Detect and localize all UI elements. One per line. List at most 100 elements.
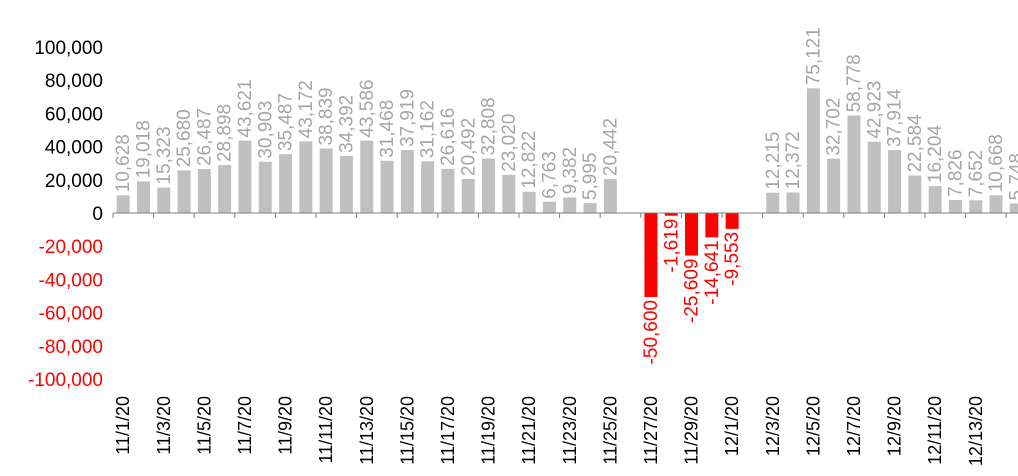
data-label: 5,748	[1006, 153, 1018, 201]
data-label: 15,323	[154, 126, 175, 184]
bar	[258, 161, 272, 213]
x-tick-label: 11/5/20	[194, 396, 214, 455]
data-label: 26,487	[194, 108, 215, 166]
bar	[725, 213, 739, 229]
bar	[400, 150, 414, 213]
data-label: 7,652	[966, 150, 987, 198]
bar	[685, 213, 699, 256]
x-tick-label: 12/9/20	[885, 396, 905, 456]
data-label: -1,619	[661, 219, 682, 273]
data-label: 30,903	[255, 101, 276, 159]
bar	[928, 186, 942, 213]
x-tick-label: 11/9/20	[276, 396, 296, 455]
bar	[827, 158, 841, 213]
data-label: 31,162	[418, 100, 439, 158]
data-label: 58,778	[844, 54, 865, 112]
data-label: -50,600	[641, 300, 662, 364]
bar	[806, 88, 820, 213]
data-label: 9,382	[560, 147, 581, 195]
bar	[542, 201, 556, 213]
data-label: 32,808	[479, 97, 500, 155]
x-tick-label: 12/7/20	[844, 396, 864, 456]
data-label: 37,914	[885, 89, 906, 148]
bar	[522, 191, 536, 213]
bar	[238, 140, 252, 213]
x-tick-label: 11/17/20	[438, 396, 458, 465]
x-tick-label: 11/11/20	[316, 396, 336, 463]
y-tick-label: -60,000	[39, 304, 103, 325]
bar	[766, 192, 780, 213]
data-label: 25,680	[174, 109, 195, 167]
data-label: 28,898	[215, 104, 236, 162]
bar	[969, 200, 983, 213]
bar-series	[116, 88, 1018, 297]
data-label: 26,616	[438, 108, 459, 166]
x-tick-label: 12/5/20	[803, 396, 823, 456]
bar	[786, 192, 800, 213]
y-tick-label: 0	[92, 204, 103, 225]
data-label: 43,621	[235, 79, 256, 137]
data-label: 10,628	[113, 134, 134, 192]
data-label: 20,442	[600, 118, 621, 176]
bar	[563, 197, 577, 213]
x-tick-label: 11/15/20	[397, 396, 417, 465]
bar	[989, 195, 1003, 213]
bar	[421, 161, 435, 213]
data-label: 12,822	[519, 131, 540, 189]
x-tick-label: 11/13/20	[357, 396, 377, 465]
y-tick-label: -80,000	[39, 337, 103, 358]
x-tick-label: 11/27/20	[641, 396, 661, 465]
bar	[116, 195, 130, 213]
data-label: 22,584	[905, 114, 926, 173]
zero-axis	[112, 212, 1018, 218]
data-label: 6,763	[539, 151, 560, 199]
data-label: 12,215	[763, 132, 784, 190]
data-label: 35,487	[276, 93, 297, 151]
data-label: 12,372	[783, 131, 804, 189]
bar	[664, 213, 678, 216]
y-tick-label: -20,000	[39, 237, 103, 258]
bar	[705, 213, 719, 238]
bar	[908, 175, 922, 213]
y-tick-label: 100,000	[34, 38, 103, 59]
data-label: 31,468	[377, 100, 398, 158]
bar	[157, 187, 171, 213]
data-labels: 10,628 19,018 15,323 25,680 26,487 28,898 43,6…	[113, 27, 1018, 364]
data-label: 75,121	[803, 27, 824, 85]
data-label: -25,609	[682, 259, 703, 323]
data-label: 42,923	[864, 81, 885, 139]
bar	[583, 203, 597, 213]
x-tick-label: 12/3/20	[763, 396, 783, 456]
bar	[339, 155, 353, 213]
y-tick-label: 60,000	[45, 104, 103, 125]
data-label: 37,919	[397, 89, 418, 147]
bar	[360, 140, 374, 213]
y-tick-label: 40,000	[45, 138, 103, 159]
bar	[644, 213, 658, 297]
data-label: 38,839	[316, 87, 337, 145]
y-axis: 100,000 80,000 60,000 40,000 20,000 0 -20,000 -…	[28, 38, 103, 391]
bar	[502, 174, 516, 213]
x-axis: 11/1/20 11/3/20 11/5/20 11/7/20 11/9/20 11/11…	[113, 396, 986, 466]
y-tick-label: -100,000	[28, 370, 103, 391]
data-label: -14,641	[702, 240, 723, 304]
bar	[1009, 203, 1018, 213]
data-label: 16,204	[925, 125, 946, 184]
x-tick-label: 11/3/20	[154, 396, 174, 455]
bar	[441, 168, 455, 213]
bar	[177, 170, 191, 213]
bar	[603, 179, 617, 213]
x-tick-label: 11/1/20	[113, 396, 133, 455]
x-tick-label: 11/19/20	[479, 396, 499, 465]
data-label: 43,172	[296, 80, 317, 138]
data-label: 34,392	[336, 95, 357, 153]
bar	[299, 141, 313, 213]
data-label: 5,995	[580, 153, 601, 201]
bar	[218, 165, 232, 213]
x-tick-label: 11/29/20	[682, 396, 702, 465]
data-label: 7,826	[945, 149, 966, 197]
bar	[319, 148, 333, 213]
bar	[847, 115, 861, 213]
x-tick-label: 12/11/20	[925, 396, 945, 465]
